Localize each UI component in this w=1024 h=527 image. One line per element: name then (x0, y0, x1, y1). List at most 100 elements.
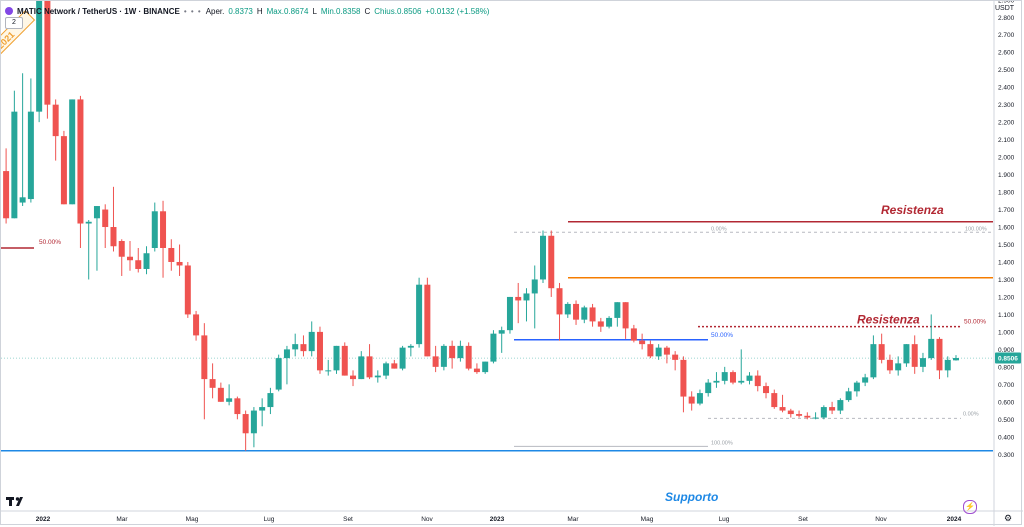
tradingview-logo-icon[interactable] (5, 493, 29, 509)
candle[interactable] (738, 349, 745, 385)
candle[interactable] (168, 239, 175, 271)
candle[interactable] (176, 244, 183, 276)
candle[interactable] (333, 345, 340, 374)
candle[interactable] (829, 401, 836, 415)
candle[interactable] (184, 261, 191, 318)
candle[interactable] (27, 78, 34, 203)
flash-icon[interactable]: ⚡ (963, 500, 977, 514)
candle[interactable] (77, 95, 84, 248)
candle[interactable] (193, 310, 200, 341)
candle[interactable] (548, 230, 555, 297)
candle[interactable] (820, 405, 827, 420)
candle[interactable] (581, 305, 588, 324)
candle[interactable] (721, 366, 728, 385)
candle[interactable] (672, 351, 679, 371)
candle[interactable] (127, 241, 133, 271)
candle[interactable] (283, 345, 290, 385)
candle[interactable] (953, 355, 959, 361)
candle[interactable] (812, 412, 819, 420)
candle[interactable] (135, 247, 142, 273)
candle[interactable] (36, 1, 43, 123)
candle[interactable] (308, 321, 315, 357)
candle[interactable] (663, 345, 670, 364)
candle[interactable] (696, 389, 703, 406)
candle[interactable] (300, 335, 307, 357)
candle[interactable] (358, 351, 365, 380)
candle[interactable] (911, 335, 918, 374)
candle[interactable] (713, 372, 720, 388)
candle[interactable] (52, 99, 59, 161)
candle[interactable] (250, 407, 257, 448)
candle[interactable] (19, 73, 26, 207)
candle[interactable] (779, 394, 786, 413)
candle[interactable] (449, 340, 456, 369)
candle[interactable] (69, 99, 76, 205)
candle[interactable] (639, 333, 646, 350)
candle[interactable] (705, 379, 712, 397)
indicator-count-badge[interactable]: 2 (5, 17, 23, 29)
candle[interactable] (93, 206, 100, 271)
candle[interactable] (630, 324, 637, 343)
candle[interactable] (944, 356, 951, 378)
candle[interactable] (573, 300, 580, 325)
candle[interactable] (242, 410, 249, 451)
currency-label[interactable]: USDT (995, 5, 1015, 12)
candle[interactable] (267, 387, 274, 415)
candle[interactable] (556, 282, 563, 341)
candle[interactable] (316, 326, 323, 374)
symbol-title[interactable]: MATIC Network / TetherUS · 1W · BINANCE (17, 6, 180, 16)
candle[interactable] (886, 354, 893, 374)
candle[interactable] (771, 389, 778, 409)
candle[interactable] (160, 200, 167, 278)
candle[interactable] (44, 1, 51, 119)
candle[interactable] (531, 265, 538, 329)
candle[interactable] (878, 333, 885, 364)
candle[interactable] (895, 356, 902, 376)
candle[interactable] (482, 361, 489, 374)
candle[interactable] (234, 396, 241, 420)
candle[interactable] (606, 316, 613, 329)
candle[interactable] (440, 344, 447, 371)
gear-icon[interactable]: ⚙ (1004, 513, 1013, 523)
candle[interactable] (796, 410, 803, 418)
candle[interactable] (102, 204, 109, 248)
candle[interactable] (729, 370, 736, 385)
candle[interactable] (804, 412, 811, 420)
candle[interactable] (928, 314, 935, 360)
candle[interactable] (870, 335, 877, 380)
candle[interactable] (391, 359, 398, 369)
candle[interactable] (680, 356, 687, 413)
candle[interactable] (936, 337, 943, 380)
candle[interactable] (465, 342, 472, 371)
candle[interactable] (490, 330, 497, 364)
candle[interactable] (118, 239, 125, 276)
candle[interactable] (473, 363, 480, 374)
candle[interactable] (424, 277, 431, 357)
candle[interactable] (151, 202, 158, 252)
candle[interactable] (275, 354, 282, 392)
candle[interactable] (217, 382, 224, 402)
candle[interactable] (589, 303, 596, 327)
candle[interactable] (515, 282, 522, 324)
candle[interactable] (919, 352, 926, 373)
candle[interactable] (837, 398, 844, 415)
candle[interactable] (754, 370, 761, 392)
candle[interactable] (787, 408, 794, 418)
candle[interactable] (523, 288, 530, 322)
candle[interactable] (622, 302, 629, 339)
candle[interactable] (416, 277, 423, 348)
candle[interactable] (201, 323, 208, 420)
candle[interactable] (11, 90, 18, 219)
candle[interactable] (457, 340, 464, 362)
candle[interactable] (366, 344, 373, 380)
candle[interactable] (374, 370, 381, 383)
candle[interactable] (498, 326, 505, 353)
candle[interactable] (597, 317, 604, 332)
candle[interactable] (564, 302, 571, 318)
candle[interactable] (399, 345, 406, 371)
candle[interactable] (350, 370, 357, 387)
candle[interactable] (853, 380, 860, 397)
current-price-tag[interactable] (995, 352, 1021, 364)
candle[interactable] (143, 246, 150, 275)
